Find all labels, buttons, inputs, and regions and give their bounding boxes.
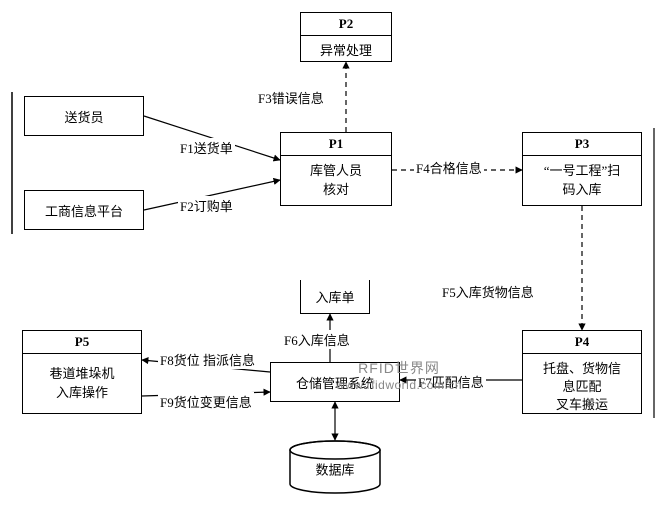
edge-label-f3: F3错误信息 xyxy=(256,88,326,107)
process-p3: P3 “一号工程”扫 码入库 xyxy=(522,132,642,206)
p3-id: P3 xyxy=(523,133,641,156)
edge-label-f8: F8货位 指派信息 xyxy=(158,350,257,369)
p3-label: “一号工程”扫 码入库 xyxy=(523,156,641,205)
edge-label-f2: F2订购单 xyxy=(178,196,235,215)
edges-layer xyxy=(0,0,663,511)
sender-label: 送货员 xyxy=(64,107,103,126)
entity-platform: 工商信息平台 xyxy=(24,190,144,230)
process-p4: P4 托盘、货物信 息匹配 叉车搬运 xyxy=(522,330,642,414)
p5-label: 巷道堆垛机 入库操作 xyxy=(23,354,141,413)
watermark-line1: RFID世界网 xyxy=(336,358,462,378)
watermark-line2: www.rfidworld.com.cn xyxy=(336,378,462,392)
p1-id: P1 xyxy=(281,133,391,156)
edge-label-f6: F6入库信息 xyxy=(282,330,352,349)
database-label: 数据库 xyxy=(288,459,382,478)
inbound-doc-label: 入库单 xyxy=(315,287,354,306)
p2-id: P2 xyxy=(301,13,391,36)
edge-label-f4: F4合格信息 xyxy=(414,158,484,177)
p4-id: P4 xyxy=(523,331,641,354)
p1-label: 库管人员 核对 xyxy=(281,156,391,205)
process-p1: P1 库管人员 核对 xyxy=(280,132,392,206)
platform-label: 工商信息平台 xyxy=(45,201,123,220)
p4-label: 托盘、货物信 息匹配 叉车搬运 xyxy=(523,354,641,421)
process-p5: P5 巷道堆垛机 入库操作 xyxy=(22,330,142,414)
edge-label-f9: F9货位变更信息 xyxy=(158,392,254,411)
database-icon: 数据库 xyxy=(288,440,382,490)
process-p2: P2 异常处理 xyxy=(300,12,392,62)
p5-id: P5 xyxy=(23,331,141,354)
edge-label-f1: F1送货单 xyxy=(178,138,235,157)
entity-sender: 送货员 xyxy=(24,96,144,136)
p2-label: 异常处理 xyxy=(301,36,391,66)
watermark: RFID世界网 www.rfidworld.com.cn xyxy=(336,358,462,392)
edge-label-f5: F5入库货物信息 xyxy=(440,282,536,301)
datastore-inbound-doc: 入库单 xyxy=(300,280,370,314)
